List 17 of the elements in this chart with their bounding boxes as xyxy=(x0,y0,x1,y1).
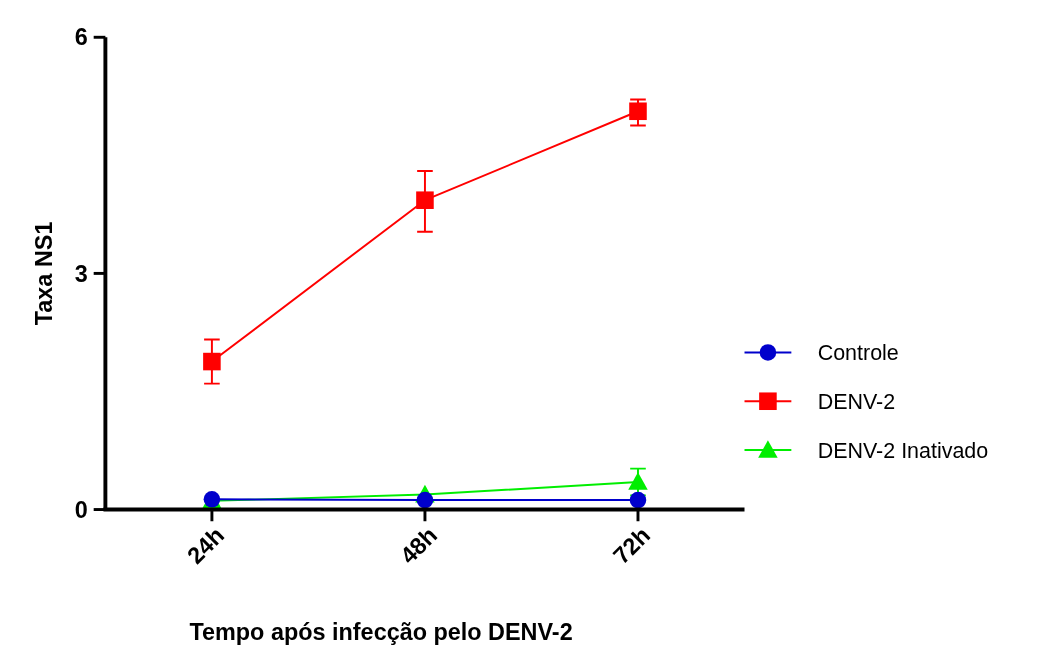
point xyxy=(416,191,434,209)
x-tick-label: 48h xyxy=(395,521,443,569)
legend-label: DENV-2 xyxy=(817,389,896,414)
y-axis-title: Taxa NS1 xyxy=(30,221,57,326)
y-tick-label: 6 xyxy=(74,24,88,51)
point xyxy=(629,491,647,509)
point xyxy=(203,352,221,371)
x-axis-title: Tempo após infecção pelo DENV-2 xyxy=(189,619,573,646)
point xyxy=(628,472,648,490)
point xyxy=(629,102,647,121)
legend-label: Controle xyxy=(817,340,899,365)
legend-label: DENV-2 Inativado xyxy=(817,438,989,463)
x-tick-label: 72h xyxy=(608,521,656,569)
x-tick-label: 24h xyxy=(182,521,230,569)
y-tick-label: 0 xyxy=(74,496,88,523)
y-tick-label: 3 xyxy=(74,260,88,287)
point xyxy=(416,491,434,509)
